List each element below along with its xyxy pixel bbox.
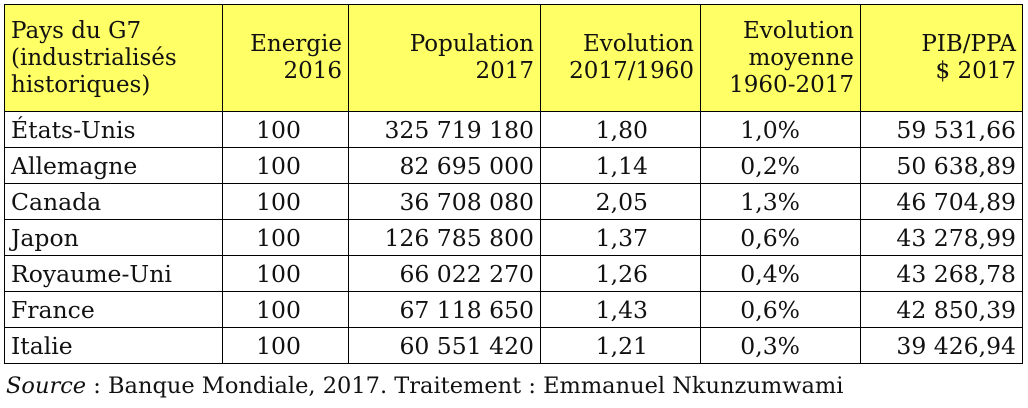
cell-country: États-Unis: [4, 111, 223, 148]
cell-energy: 100: [222, 255, 349, 292]
cell-country: Canada: [4, 183, 223, 220]
cell-population: 66 022 270: [348, 255, 541, 292]
source-note: Source : Banque Mondiale, 2017. Traiteme…: [6, 372, 843, 400]
header-country-line-2: (industrialisés: [11, 44, 177, 71]
cell-evolution-avg: 1,0%: [700, 111, 861, 148]
cell-energy: 100: [222, 147, 349, 184]
cell-evolution: 1,43: [540, 291, 701, 328]
header-evolution-line-2: 2017/1960: [569, 58, 694, 84]
cell-evolution: 1,21: [540, 327, 701, 364]
cell-evolution: 1,37: [540, 219, 701, 256]
cell-pib: 43 278,99: [860, 219, 1023, 256]
g7-data-table: Pays du G7 (industrialisés historiques) …: [4, 4, 1023, 364]
cell-pib: 46 704,89: [860, 183, 1023, 220]
header-pib: PIB/PPA $ 2017: [860, 4, 1023, 112]
header-country-line-3: historiques): [11, 71, 151, 98]
cell-evolution: 1,80: [540, 111, 701, 148]
table-row: Royaume-Uni 100 66 022 270 1,26 0,4% 43 …: [4, 255, 1023, 292]
cell-pib: 50 638,89: [860, 147, 1023, 184]
cell-evolution-avg: 0,3%: [700, 327, 861, 364]
table-row: Japon 100 126 785 800 1,37 0,6% 43 278,9…: [4, 219, 1023, 256]
table-row: Allemagne 100 82 695 000 1,14 0,2% 50 63…: [4, 147, 1023, 184]
cell-evolution-avg: 1,3%: [700, 183, 861, 220]
cell-population: 82 695 000: [348, 147, 541, 184]
header-evolution-avg: Evolution moyenne 1960-2017: [700, 4, 861, 112]
header-pib-line-2: $ 2017: [935, 58, 1016, 84]
cell-evolution-avg: 0,6%: [700, 219, 861, 256]
cell-evolution: 2,05: [540, 183, 701, 220]
data-table-container: Pays du G7 (industrialisés historiques) …: [4, 4, 1023, 364]
header-energy: Energie 2016: [222, 4, 349, 112]
header-population: Population 2017: [348, 4, 541, 112]
cell-population: 67 118 650: [348, 291, 541, 328]
cell-energy: 100: [222, 111, 349, 148]
table-row: États-Unis 100 325 719 180 1,80 1,0% 59 …: [4, 111, 1023, 148]
cell-population: 325 719 180: [348, 111, 541, 148]
cell-evolution-avg: 0,4%: [700, 255, 861, 292]
cell-pib: 42 850,39: [860, 291, 1023, 328]
header-evolution-avg-line-2: moyenne: [748, 44, 855, 71]
table-row: Italie 100 60 551 420 1,21 0,3% 39 426,9…: [4, 327, 1023, 364]
header-evolution-avg-line-3: 1960-2017: [729, 71, 854, 98]
table-row: Canada 100 36 708 080 2,05 1,3% 46 704,8…: [4, 183, 1023, 220]
cell-population: 60 551 420: [348, 327, 541, 364]
cell-country: Royaume-Uni: [4, 255, 223, 292]
source-text: : Banque Mondiale, 2017. Traitement : Em…: [86, 373, 844, 399]
cell-population: 126 785 800: [348, 219, 541, 256]
cell-evolution: 1,26: [540, 255, 701, 292]
cell-country: Japon: [4, 219, 223, 256]
cell-country: France: [4, 291, 223, 328]
cell-evolution-avg: 0,2%: [700, 147, 861, 184]
header-evolution-line-1: Evolution: [582, 31, 694, 57]
header-pib-line-1: PIB/PPA: [921, 31, 1016, 57]
cell-energy: 100: [222, 327, 349, 364]
cell-country: Allemagne: [4, 147, 223, 184]
table-row: France 100 67 118 650 1,43 0,6% 42 850,3…: [4, 291, 1023, 328]
source-label: Source: [6, 373, 87, 399]
cell-evolution: 1,14: [540, 147, 701, 184]
cell-country: Italie: [4, 327, 223, 364]
header-population-line-1: Population: [409, 31, 534, 57]
header-country: Pays du G7 (industrialisés historiques): [4, 4, 223, 112]
header-row: Pays du G7 (industrialisés historiques) …: [4, 4, 1023, 112]
cell-pib: 43 268,78: [860, 255, 1023, 292]
cell-energy: 100: [222, 219, 349, 256]
cell-pib: 59 531,66: [860, 111, 1023, 148]
cell-energy: 100: [222, 291, 349, 328]
header-energy-line-2: 2016: [283, 58, 342, 84]
header-evolution: Evolution 2017/1960: [540, 4, 701, 112]
cell-energy: 100: [222, 183, 349, 220]
header-population-line-2: 2017: [475, 58, 534, 84]
cell-population: 36 708 080: [348, 183, 541, 220]
cell-evolution-avg: 0,6%: [700, 291, 861, 328]
header-country-line-1: Pays du G7: [11, 17, 142, 44]
header-energy-line-1: Energie: [250, 31, 342, 57]
cell-pib: 39 426,94: [860, 327, 1023, 364]
header-evolution-avg-line-1: Evolution: [742, 17, 854, 44]
